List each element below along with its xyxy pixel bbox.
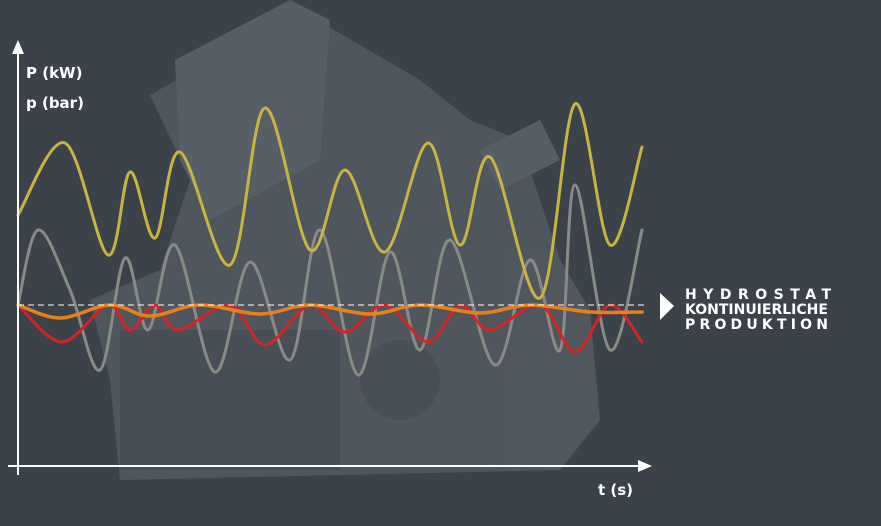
- y-label: P (kW): [26, 64, 82, 82]
- callout-arrow: [660, 293, 674, 320]
- y-arrow: [12, 40, 24, 54]
- red-curve: [16, 303, 644, 354]
- y-label: p (bar): [26, 94, 84, 112]
- x-arrow: [638, 460, 652, 472]
- callout-text: HYDROSTAT: [685, 287, 838, 303]
- x-label: t (s): [598, 481, 633, 499]
- callout-text: PRODUKTION: [685, 317, 832, 333]
- callout-text: KONTINUIERLICHE: [685, 302, 828, 318]
- machine-silhouette: [90, 0, 600, 480]
- yellow-curve: [16, 102, 644, 300]
- grey-curve: [16, 183, 644, 377]
